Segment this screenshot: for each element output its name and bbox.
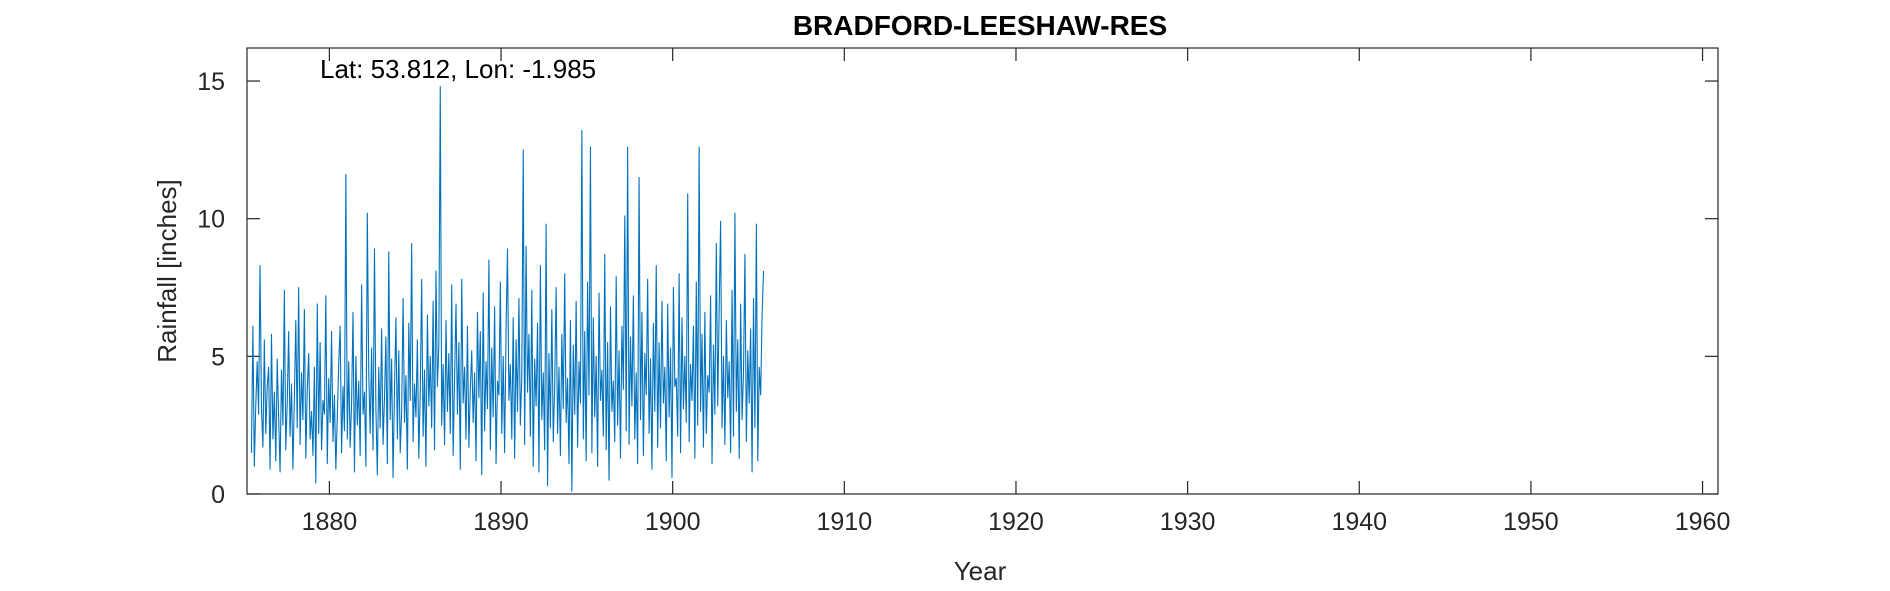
axis-ticks: 1880 1890 1900 1910 1920 1930 1940 1950 1960 0 5 10… bbox=[197, 48, 1730, 536]
x-tick-label: 1880 bbox=[302, 508, 358, 536]
plot-area-frame bbox=[246, 47, 1719, 495]
series-lines bbox=[250, 85, 765, 492]
y-tick-label: 5 bbox=[211, 343, 225, 371]
station-coordinates-annotation: Lat: 53.812, Lon: -1.985 bbox=[320, 54, 596, 84]
x-tick-label: 1920 bbox=[988, 508, 1044, 536]
y-tick-label: 0 bbox=[211, 481, 225, 509]
rainfall-series-line bbox=[250, 85, 765, 492]
x-tick-label: 1910 bbox=[817, 508, 873, 536]
x-tick-label: 1940 bbox=[1331, 508, 1387, 536]
x-tick-label: 1930 bbox=[1160, 508, 1216, 536]
x-tick-label: 1890 bbox=[473, 508, 529, 536]
x-axis-label: Year bbox=[954, 556, 1007, 586]
y-axis-label: Rainfall [inches] bbox=[152, 179, 182, 363]
y-tick-label: 15 bbox=[197, 68, 225, 96]
x-tick-label: 1960 bbox=[1675, 508, 1731, 536]
chart-title: BRADFORD-LEESHAW-RES bbox=[793, 10, 1167, 41]
y-tick-label: 10 bbox=[197, 206, 225, 234]
x-tick-label: 1950 bbox=[1503, 508, 1559, 536]
x-tick-label: 1900 bbox=[645, 508, 701, 536]
